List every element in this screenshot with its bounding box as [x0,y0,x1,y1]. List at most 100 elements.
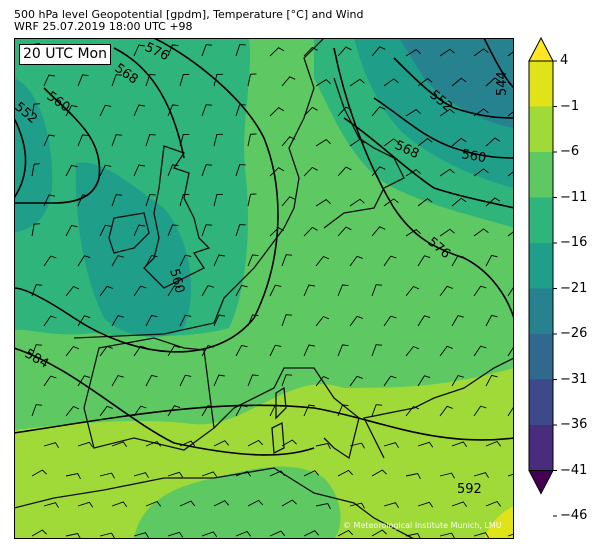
wind-barb [281,196,296,207]
temp-region-south [14,368,514,539]
wind-barb [179,314,192,327]
contour-label: 592 [457,482,482,497]
wind-barbs [31,43,514,539]
wind-barb [111,441,128,448]
wind-barb [337,529,354,537]
wind-barb [439,48,455,57]
wind-barb [405,532,421,539]
wind-barb [77,375,91,387]
wind-barb [179,194,190,207]
colorbar-tick-label: −36 [560,417,588,432]
wind-barb [99,285,113,297]
wind-barb [337,106,352,117]
wind-barb [167,224,179,237]
wind-barb [167,285,181,297]
wind-barb [473,472,489,479]
wind-barb [145,500,162,507]
wind-barb [315,79,331,87]
wind-barb [43,255,57,267]
wind-barb [179,134,190,147]
wind-barb [315,315,330,327]
colorbar-band [529,243,553,289]
colorbar-band [529,61,553,107]
wind-barb [99,472,115,479]
wind-barb [303,344,315,357]
wind-barb [201,285,214,297]
wind-barb [145,74,156,87]
temp-region-nw [14,78,53,233]
wind-barb [485,254,498,267]
wind-barb [473,168,489,177]
temperature-fill [14,38,514,539]
wind-barb [349,315,363,327]
wind-barb [417,315,431,327]
wind-barb [281,136,296,147]
wind-barb [303,166,318,177]
wind-barb [451,255,464,267]
wind-barb [167,405,181,417]
wind-barb [213,500,230,507]
colorbar [528,36,557,517]
wind-barb [235,164,246,177]
wind-barb [247,193,257,207]
wind-barb [417,501,434,508]
colorbar-extend-max [528,36,554,62]
colorbar-band [529,425,553,471]
wind-barb [179,254,192,267]
wind-barb [349,442,365,449]
colorbar-band [529,197,553,244]
wind-barb [111,255,124,267]
wind-barb [485,500,502,507]
wind-barb [349,502,365,509]
wind-barb [507,405,514,417]
wind-barb [77,74,89,87]
wind-barb [133,164,145,177]
wind-barb [485,77,501,87]
wind-barb [451,375,464,387]
wind-barb [349,78,365,87]
wind-barb [133,44,145,57]
temp-region-ne-cold [399,38,514,128]
colorbar-band [529,152,553,198]
wind-barb [383,78,399,87]
wind-barb [405,285,420,297]
wind-barb [383,198,399,207]
wind-barb [235,224,246,237]
wind-barb [145,194,156,207]
wind-barb [213,193,223,207]
wind-barb [65,405,80,417]
wind-barb [213,440,230,447]
wind-barb [43,134,55,147]
wind-barb [417,198,433,207]
wind-barb [417,441,434,448]
wind-barb [99,345,113,357]
wind-barb [303,226,318,237]
wind-barb [281,374,293,387]
wind-barb [247,374,259,387]
wind-barb [235,104,246,117]
wind-barb [485,440,502,447]
wind-barb [439,532,455,539]
wind-barb [439,285,453,297]
wind-barb [213,133,223,147]
wind-barb [485,314,498,327]
wind-barb [507,110,514,117]
wind-barb [213,314,225,327]
contour-label: 560 [460,147,487,166]
wind-barb [507,50,514,57]
wind-barb [371,344,383,357]
wind-barb [77,501,94,508]
wind-barb [167,531,184,538]
wind-barb [349,198,365,207]
wind-barb [269,107,285,117]
wind-barb [167,164,179,177]
wind-barb [179,500,196,507]
wind-barb [201,224,213,237]
wind-barb [167,471,184,478]
wind-barb [133,285,147,297]
wind-barb [179,440,196,447]
colorbar-tick-label: −21 [560,280,588,296]
wind-barb [235,344,248,357]
wind-barb [349,375,363,387]
wind-barb [451,315,464,327]
